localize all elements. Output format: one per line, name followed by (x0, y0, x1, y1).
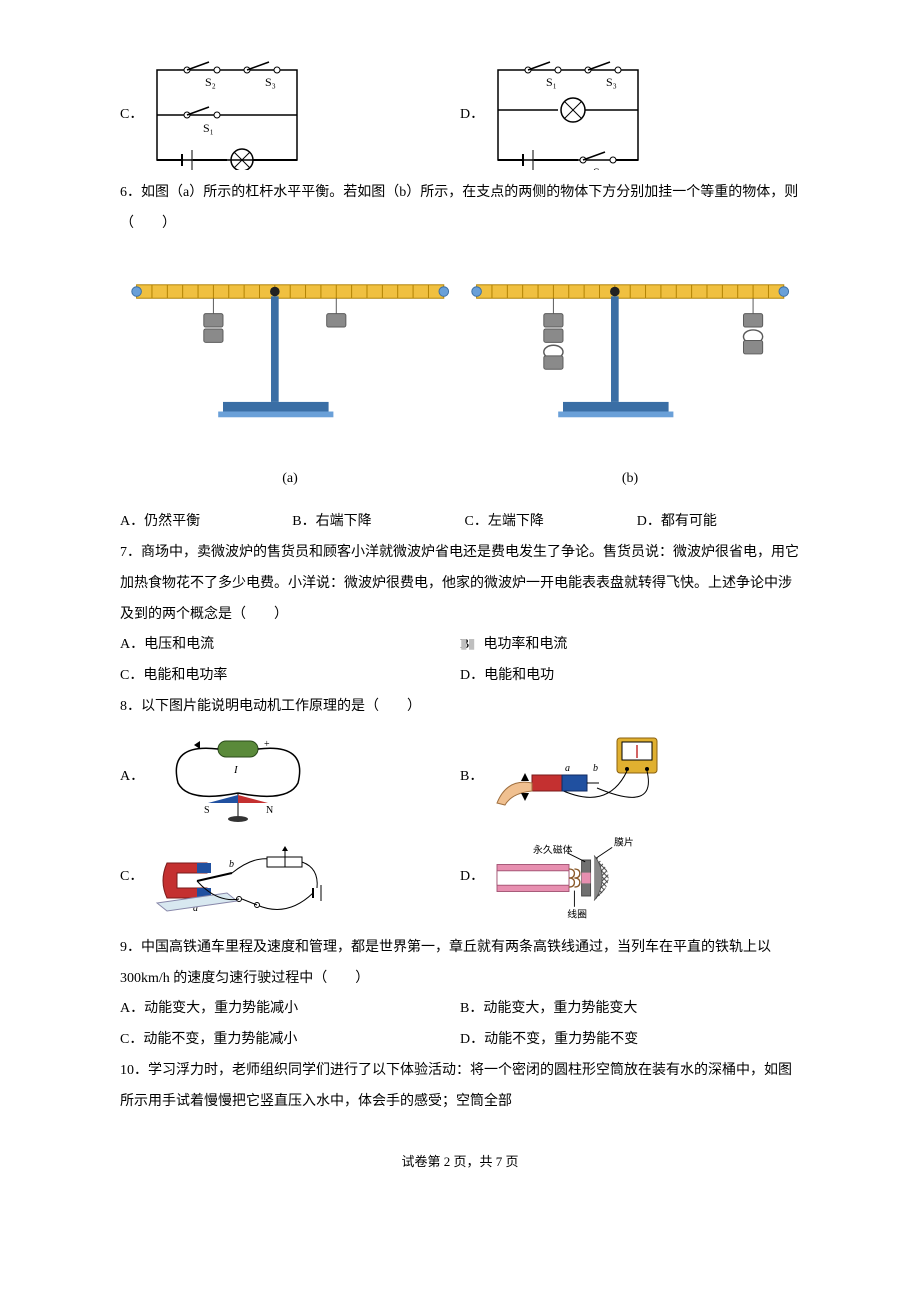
q5c-s1-label: S₁ (203, 121, 214, 135)
q9-opt-c: C．动能不变，重力势能减小 (120, 1025, 460, 1056)
q7-opt-c: C．电能和电功率 (120, 661, 460, 692)
q6-figure: (a) (120, 252, 800, 496)
q8-diagram-b: a b (487, 733, 667, 823)
q6-caption-a: (a) (127, 464, 453, 495)
svg-text:膜片: 膜片 (614, 835, 634, 848)
q6-lever-a (127, 252, 453, 452)
q10-stem: 10．学习浮力时，老师组织同学们进行了以下体验活动：将一个密闭的圆柱形空筒放在装… (120, 1056, 800, 1118)
q7-opt-a: A．电压和电流 (120, 630, 460, 661)
q5d-s1-label: S₁ (546, 75, 557, 89)
q7-stem: 7．商场中，卖微波炉的售货员和顾客小洋就微波炉省电还是费电发生了争论。售货员说：… (120, 538, 800, 630)
page-footer: 试卷第 2 页，共 7 页 (120, 1148, 800, 1177)
q9-stem: 9．中国高铁通车里程及速度和管理，都是世界第一，章丘就有两条高铁线通过，当列车在… (120, 933, 800, 995)
svg-text:S: S (204, 805, 210, 816)
q6-opt-b: B．右端下降 (292, 507, 455, 538)
q8-diagram-c: a b (147, 833, 327, 923)
q5-opt-d-label: D． (460, 100, 484, 131)
q6-opt-c: C．左端下降 (465, 507, 628, 538)
svg-text:a: a (565, 763, 570, 774)
q8-row-1: A． + I S N B． (120, 733, 800, 823)
q6-stem: 6．如图（a）所示的杠杆水平平衡。若如图（b）所示，在支点的两侧的物体下方分别加… (120, 178, 800, 240)
q8-row-2: C． a b (120, 833, 800, 923)
q5d-s2-label: S₂ (593, 165, 604, 170)
svg-text:b: b (593, 763, 598, 774)
q5d-s3-label: S₃ (606, 75, 617, 89)
q6-lever-b (467, 252, 793, 452)
q8-diagram-d: 膜片 永久磁体 线圈 (488, 833, 668, 923)
q6-opt-d: D．都有可能 (637, 507, 800, 538)
q5-circuit-c: S₂ S₃ S₁ (147, 60, 307, 170)
q9-opt-b: B．动能变大，重力势能变大 (460, 994, 800, 1025)
q7-opt-b: B．电功率和电流 (460, 630, 800, 661)
q6-caption-b: (b) (467, 464, 793, 495)
q8-opt-d-label: D． (460, 862, 484, 893)
q8-diagram-a: + I S N (148, 733, 328, 823)
q6-options: A．仍然平衡 B．右端下降 C．左端下降 D．都有可能 (120, 507, 800, 538)
svg-text:N: N (266, 805, 273, 816)
q9-opt-a: A．动能变大，重力势能减小 (120, 994, 460, 1025)
svg-text:I: I (233, 764, 239, 776)
svg-text:永久磁体: 永久磁体 (533, 843, 573, 856)
q8-opt-b-label: B． (460, 762, 483, 793)
q5c-s2-label: S₂ (205, 75, 216, 89)
q9-opt-d: D．动能不变，重力势能不变 (460, 1025, 800, 1056)
q5c-s3-label: S₃ (265, 75, 276, 89)
q8-stem: 8．以下图片能说明电动机工作原理的是（ ） (120, 692, 800, 723)
page-container: C． S₂ S₃ S₁ (0, 0, 920, 1216)
q8-opt-c-label: C． (120, 862, 143, 893)
svg-text:b: b (229, 859, 234, 870)
q5-options-row: C． S₂ S₃ S₁ (120, 60, 800, 170)
q5-circuit-d: S₁ S₃ S₂ (488, 60, 648, 170)
q7-opt-d: D．电能和电功 (460, 661, 800, 692)
q6-opt-a: A．仍然平衡 (120, 507, 283, 538)
q9-options: A．动能变大，重力势能减小 B．动能变大，重力势能变大 C．动能不变，重力势能减… (120, 994, 800, 1056)
q5-opt-c-label: C． (120, 100, 143, 131)
q7-options: A．电压和电流 B．电功率和电流 C．电能和电功率 D．电能和电功 (120, 630, 800, 692)
svg-text:线圈: 线圈 (567, 907, 587, 920)
q8-opt-a-label: A． (120, 762, 144, 793)
